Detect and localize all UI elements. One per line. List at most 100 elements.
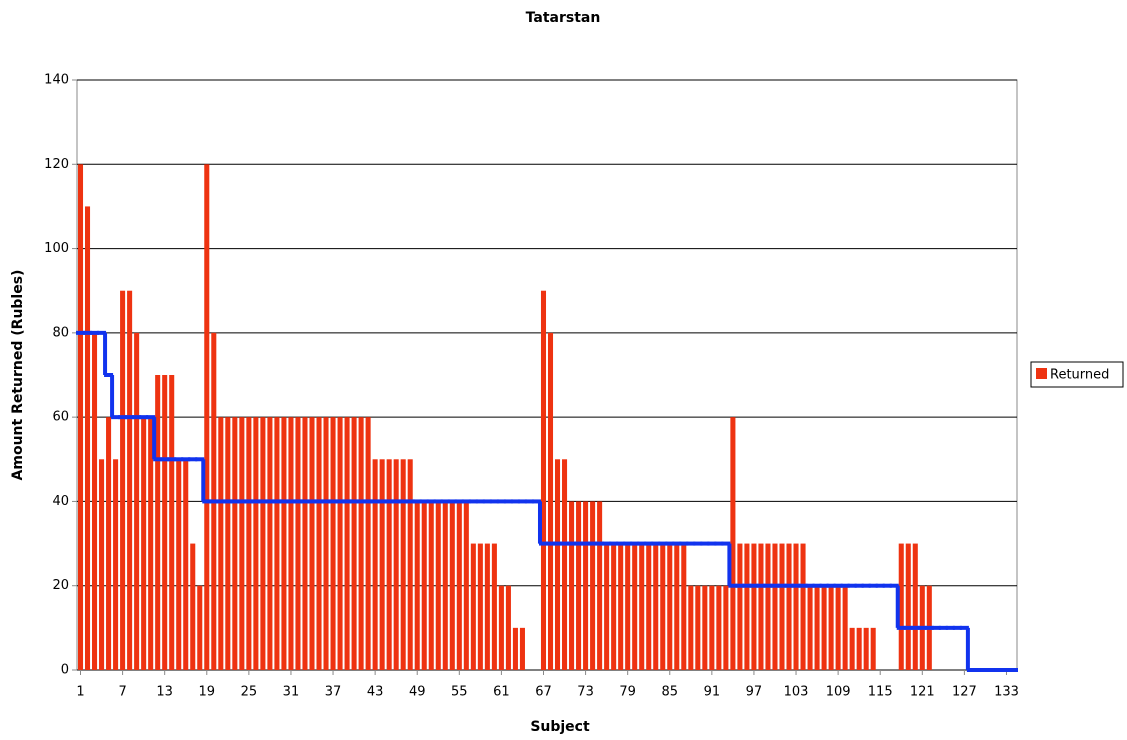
bar <box>625 543 631 670</box>
bar <box>351 417 357 670</box>
bar <box>512 627 518 670</box>
bar <box>688 585 694 670</box>
bar <box>330 417 336 670</box>
bar <box>842 585 848 670</box>
bar <box>253 417 259 670</box>
bar <box>639 543 645 670</box>
bar <box>113 459 119 670</box>
bar <box>576 501 582 670</box>
x-tick-label: 19 <box>199 685 216 700</box>
bar <box>414 501 420 670</box>
bar <box>337 417 343 670</box>
bar <box>540 290 547 670</box>
bar <box>800 543 806 670</box>
bar <box>302 417 308 670</box>
x-tick-label: 85 <box>661 685 678 700</box>
bar <box>365 417 371 670</box>
x-tick-label: 97 <box>746 685 763 700</box>
x-tick-label: 79 <box>619 685 636 700</box>
bar <box>653 543 659 670</box>
bar <box>421 501 427 670</box>
bar <box>218 417 224 670</box>
bar <box>288 417 294 670</box>
bar <box>562 459 568 670</box>
bar <box>435 501 441 670</box>
x-tick-label: 121 <box>910 685 935 700</box>
x-tick-label: 103 <box>784 685 809 700</box>
bar <box>751 543 757 670</box>
bar <box>716 585 722 670</box>
bar <box>197 585 203 670</box>
bar <box>505 585 511 670</box>
bar <box>793 543 799 670</box>
x-axis-label: Subject <box>530 719 590 735</box>
bar <box>176 459 182 670</box>
bar <box>92 332 98 670</box>
bar <box>148 417 154 670</box>
bar <box>379 459 385 670</box>
bar <box>183 459 189 670</box>
bar <box>127 290 133 670</box>
bar <box>667 543 673 670</box>
bar <box>358 417 364 670</box>
bar <box>660 543 666 670</box>
bar <box>344 417 350 670</box>
bar <box>519 627 525 670</box>
x-tick-label: 43 <box>367 685 384 700</box>
bar <box>323 417 329 670</box>
bar <box>400 459 406 670</box>
bar <box>204 164 210 671</box>
bar <box>246 417 252 670</box>
bar <box>618 543 624 670</box>
x-tick-label: 7 <box>118 685 126 700</box>
x-tick-label: 133 <box>994 685 1019 700</box>
bar <box>604 543 610 670</box>
x-tick-label: 31 <box>283 685 300 700</box>
y-tick-label: 0 <box>61 663 69 678</box>
bar <box>547 332 554 670</box>
bar <box>155 375 161 670</box>
bar <box>225 417 231 670</box>
bar <box>590 501 596 670</box>
bar <box>632 543 638 670</box>
bar <box>597 501 603 670</box>
bar <box>498 585 504 670</box>
bar <box>786 543 792 670</box>
bar <box>744 543 750 670</box>
y-tick-label: 80 <box>52 325 69 340</box>
y-tick-label: 120 <box>44 157 69 172</box>
x-tick-label: 25 <box>241 685 258 700</box>
bar <box>442 501 448 670</box>
x-tick-label: 37 <box>325 685 342 700</box>
bar <box>870 627 876 670</box>
bar <box>646 543 652 670</box>
legend-swatch <box>1036 368 1047 379</box>
bar <box>821 585 827 670</box>
bar <box>456 501 462 670</box>
bar <box>737 543 743 670</box>
y-tick-label: 100 <box>44 241 69 256</box>
bar <box>141 417 147 670</box>
bar <box>316 417 322 670</box>
bar <box>723 585 729 670</box>
bar <box>898 543 904 670</box>
x-tick-label: 49 <box>409 685 426 700</box>
x-tick-label: 91 <box>704 685 721 700</box>
y-tick-label: 20 <box>52 578 69 593</box>
bar <box>554 459 561 670</box>
bar <box>169 375 175 670</box>
bar <box>99 459 105 670</box>
bar <box>281 417 287 670</box>
bar <box>905 543 911 670</box>
bar <box>491 543 497 670</box>
bar <box>765 543 771 670</box>
bar <box>779 543 785 670</box>
bar <box>709 585 715 670</box>
bar <box>267 417 273 670</box>
bar <box>477 543 483 670</box>
bar <box>814 585 820 670</box>
x-tick-label: 13 <box>156 685 173 700</box>
y-tick-label: 40 <box>52 494 69 509</box>
